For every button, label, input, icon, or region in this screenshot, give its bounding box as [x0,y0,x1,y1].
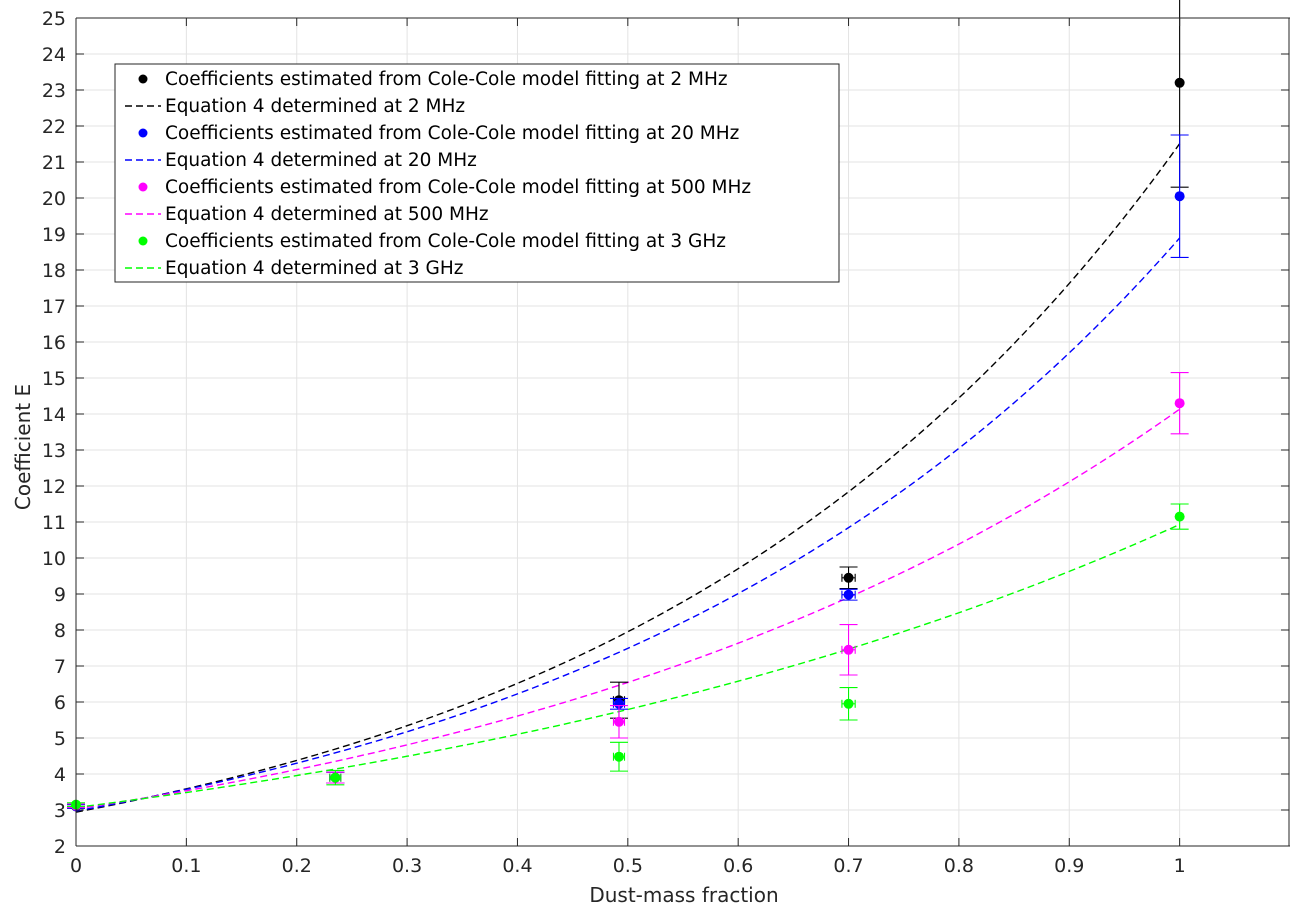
legend-box [114,63,840,283]
y-tick-label: 19 [42,224,66,246]
legend-marker [138,128,148,138]
legend-label: Equation 4 determined at 3 GHz [165,258,463,279]
y-tick-label: 3 [54,800,66,822]
data-points [67,0,1189,812]
y-tick-label: 25 [42,8,66,30]
legend-label: Coefficients estimated from Cole-Cole mo… [165,69,728,90]
tick-labels: 0 0.1 0.2 0.3 0.4 0.5 0.6 0.7 0.8 0.9 123456789101… [42,8,1186,877]
x-tick-label: 0 [70,855,82,877]
y-tick-label: 2 [54,836,66,858]
legend-marker [138,74,148,84]
data-point [1174,77,1185,88]
data-point [843,572,854,583]
x-tick-label: 0.6 [723,855,753,877]
legend-marker [138,236,148,246]
y-tick-label: 16 [42,332,66,354]
x-tick-label: 0.5 [613,855,643,877]
data-point [1174,398,1185,409]
legend-label: Equation 4 determined at 2 MHz [165,96,465,117]
y-tick-label: 14 [42,404,66,426]
y-tick-label: 24 [42,44,66,66]
data-point [1174,511,1185,522]
series-line-1 [75,143,1181,813]
data-point [330,772,341,783]
x-tick-label: 0.4 [502,855,532,877]
data-point [843,698,854,709]
x-tick-label: 0.7 [833,855,863,877]
y-tick-label: 21 [42,152,66,174]
data-point [843,589,854,600]
x-tick-label: 0.8 [944,855,974,877]
legend-label: Coefficients estimated from Cole-Cole mo… [165,177,751,198]
legend-label: Coefficients estimated from Cole-Cole mo… [165,231,726,252]
y-tick-label: 13 [42,440,66,462]
x-tick-label: 1 [1174,855,1186,877]
legend-label: Equation 4 determined at 500 MHz [165,204,489,225]
y-tick-label: 9 [54,584,66,606]
x-axis-label: Dust-mass fraction [589,883,778,907]
y-tick-label: 4 [54,764,66,786]
y-axis-label: Coefficient E [11,384,35,510]
y-tick-label: 10 [42,548,66,570]
legend-marker [138,182,148,192]
y-tick-label: 18 [42,260,66,282]
y-tick-label: 6 [54,692,66,714]
y-tick-label: 17 [42,296,66,318]
y-tick-label: 23 [42,80,66,102]
y-tick-label: 20 [42,188,66,210]
series-line-3 [75,237,1181,812]
data-point [613,716,624,727]
y-tick-label: 15 [42,368,66,390]
x-tick-label: 0.2 [282,855,312,877]
y-tick-label: 7 [54,656,66,678]
data-point [613,698,624,709]
y-tick-label: 12 [42,476,66,498]
legend: Coefficients estimated from Cole-Cole mo… [114,63,840,283]
axes [75,17,1290,847]
data-point [1174,191,1185,202]
y-tick-label: 5 [54,728,66,750]
legend-label: Coefficients estimated from Cole-Cole mo… [165,123,739,144]
data-point [613,751,624,762]
data-point [843,644,854,655]
x-tick-label: 0.9 [1054,855,1084,877]
legend-label: Equation 4 determined at 20 MHz [165,150,477,171]
x-tick-label: 0.1 [171,855,201,877]
x-tick-label: 0.3 [392,855,422,877]
y-tick-label: 11 [42,512,66,534]
y-tick-label: 22 [42,116,66,138]
y-tick-label: 8 [54,620,66,642]
